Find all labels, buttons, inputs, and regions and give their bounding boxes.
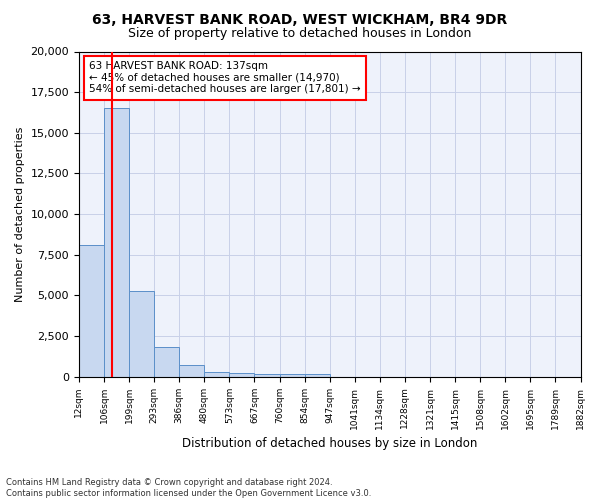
Bar bbox=[179, 366, 205, 377]
Text: 63, HARVEST BANK ROAD, WEST WICKHAM, BR4 9DR: 63, HARVEST BANK ROAD, WEST WICKHAM, BR4… bbox=[92, 12, 508, 26]
Bar bbox=[104, 108, 129, 377]
Bar bbox=[305, 374, 330, 377]
Bar bbox=[254, 374, 280, 377]
Text: Contains HM Land Registry data © Crown copyright and database right 2024.
Contai: Contains HM Land Registry data © Crown c… bbox=[6, 478, 371, 498]
Bar bbox=[154, 346, 179, 377]
Bar bbox=[229, 373, 254, 377]
Text: 63 HARVEST BANK ROAD: 137sqm
← 45% of detached houses are smaller (14,970)
54% o: 63 HARVEST BANK ROAD: 137sqm ← 45% of de… bbox=[89, 62, 361, 94]
X-axis label: Distribution of detached houses by size in London: Distribution of detached houses by size … bbox=[182, 437, 478, 450]
Bar bbox=[129, 290, 154, 377]
Bar bbox=[205, 372, 229, 377]
Bar bbox=[280, 374, 305, 377]
Bar bbox=[79, 245, 104, 377]
Text: Size of property relative to detached houses in London: Size of property relative to detached ho… bbox=[128, 28, 472, 40]
Y-axis label: Number of detached properties: Number of detached properties bbox=[15, 126, 25, 302]
